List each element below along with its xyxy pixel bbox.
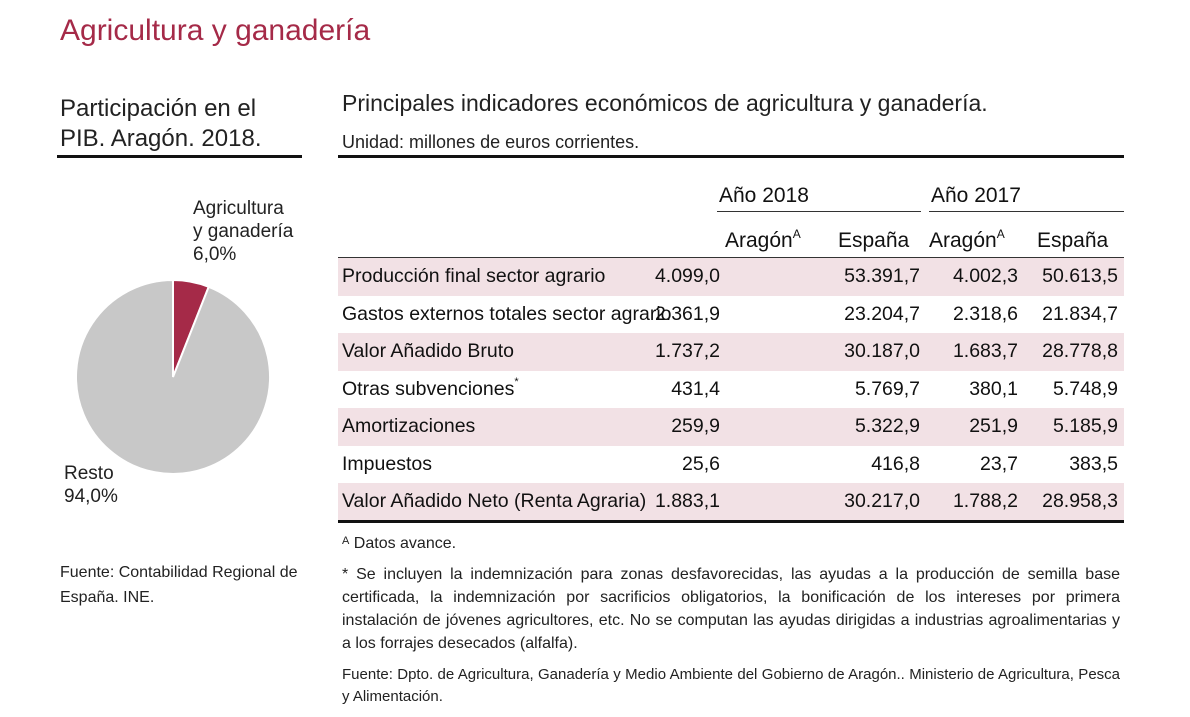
table-heading: Principales indicadores económicos de ag…	[342, 90, 988, 116]
table-cell: 21.834,7	[1042, 302, 1118, 325]
table-cell: 380,1	[969, 377, 1018, 400]
table-cell: 23.204,7	[844, 302, 920, 325]
table-cell: 5.185,9	[1052, 415, 1118, 437]
column-header-sup: A	[996, 227, 1005, 241]
table-cell: 53.391,7	[844, 265, 920, 287]
table-cell: 2.318,6	[952, 302, 1018, 325]
table-row: Valor Añadido Bruto 1.737,2 30.187,0 1.683,…	[338, 333, 1124, 371]
note-datos-avance: A Datos avance.	[342, 532, 456, 555]
table-bottom-rule	[338, 520, 1124, 523]
table-header-rule	[338, 257, 1124, 258]
table-cell: 5.322,9	[854, 415, 920, 437]
table-cell: 1.788,2	[952, 490, 1018, 512]
row-label: Producción final sector agrario	[342, 265, 605, 288]
pie-source: Fuente: Contabilidad Regional de España.…	[60, 564, 298, 606]
table-cell: 4.099,0	[654, 265, 720, 287]
year-header-2018: Año 2018	[719, 184, 809, 207]
table-cell: 25,6	[682, 452, 720, 475]
pie-label-agricultura-line1: Agricultura	[193, 198, 284, 219]
column-header-text: Aragón	[725, 229, 793, 252]
table-cell: 383,5	[1069, 452, 1118, 475]
table-cell: 416,8	[871, 452, 920, 475]
row-label: Amortizaciones	[342, 415, 475, 438]
row-label-text: Otras subvenciones	[342, 377, 515, 400]
row-label-text: Valor Añadido Neto (Renta Agraria)	[342, 490, 647, 512]
table-row: Valor Añadido Neto (Renta Agraria) 1.883,…	[338, 483, 1124, 521]
pie-heading-divider	[57, 155, 302, 158]
table-row: Producción final sector agrario 4.099,0 53…	[338, 258, 1124, 296]
note-a-sup: A	[342, 535, 350, 547]
column-header-sup: A	[792, 227, 801, 241]
row-label-text: Gastos externos totales sector agrario	[342, 302, 672, 325]
row-label-sup: *	[514, 375, 519, 388]
column-header-aragon-2018: AragónA	[725, 227, 801, 253]
table-cell: 251,9	[969, 415, 1018, 437]
row-label: Gastos externos totales sector agrario	[342, 303, 672, 326]
table-unit: Unidad: millones de euros corrientes.	[342, 132, 640, 152]
table-cell: 2.361,9	[654, 302, 720, 325]
table-source: Fuente: Dpto. de Agricultura, Ganadería …	[342, 666, 1120, 705]
column-header-espana-2018: España	[838, 229, 910, 252]
row-label-text: Producción final sector agrario	[342, 265, 606, 287]
table-cell: 28.778,8	[1042, 340, 1118, 362]
column-header-text: Aragón	[929, 229, 997, 252]
note-subvenciones: * Se incluyen la indemnización para zona…	[342, 566, 1120, 652]
column-header-aragon-2017: AragónA	[929, 227, 1005, 253]
row-label: Valor Añadido Neto (Renta Agraria)	[342, 490, 646, 513]
note-a-text: Datos avance.	[349, 535, 457, 552]
table-cell: 30.187,0	[844, 340, 920, 362]
pie-chart-heading: Participación en el PIB. Aragón. 2018.	[60, 95, 262, 152]
table-cell: 4.002,3	[952, 265, 1018, 287]
table-cell: 23,7	[980, 452, 1018, 475]
table-cell: 50.613,5	[1042, 265, 1118, 287]
pie-label-resto: Resto 94,0%	[64, 462, 118, 508]
year-rule-2018	[717, 211, 921, 212]
year-header-2017: Año 2017	[931, 184, 1021, 207]
table-body: Producción final sector agrario 4.099,0 53…	[338, 258, 1124, 521]
pie-chart	[75, 278, 271, 475]
table-row: Impuestos 25,6 416,8 23,7 383,5	[338, 446, 1124, 484]
row-label-text: Impuestos	[342, 452, 432, 475]
pie-slice-resto	[75, 278, 271, 475]
row-label-text: Amortizaciones	[342, 415, 476, 437]
pie-label-resto-value: 94,0%	[64, 486, 118, 507]
table-cell: 28.958,3	[1042, 490, 1118, 512]
table-cell: 259,9	[671, 415, 720, 437]
pie-label-agricultura-value: 6,0%	[193, 244, 237, 265]
page-title: Agricultura y ganadería	[60, 14, 371, 47]
row-label: Valor Añadido Bruto	[342, 340, 514, 363]
column-header-espana-2017: España	[1037, 229, 1109, 252]
table-row: Amortizaciones 259,9 5.322,9 251,9 5.185,9	[338, 408, 1124, 446]
pie-label-resto-line1: Resto	[64, 463, 114, 484]
table-cell: 5.769,7	[854, 377, 920, 400]
table-cell: 1.683,7	[952, 340, 1018, 362]
table-row: Gastos externos totales sector agrario 2.…	[338, 296, 1124, 334]
pie-label-agricultura: Agricultura y ganadería 6,0%	[193, 197, 293, 266]
table-cell: 431,4	[671, 377, 720, 400]
table-row: Otras subvenciones* 431,4 5.769,7 380,1 5.74…	[338, 371, 1124, 409]
year-rule-2017	[929, 211, 1124, 212]
table-cell: 1.737,2	[654, 340, 720, 362]
table-cell: 5.748,9	[1052, 377, 1118, 400]
table-cell: 30.217,0	[844, 490, 920, 512]
row-label: Otras subvenciones*	[342, 375, 519, 401]
row-label-text: Valor Añadido Bruto	[342, 340, 515, 362]
row-label: Impuestos	[342, 453, 432, 476]
table-top-rule	[338, 155, 1124, 158]
table-cell: 1.883,1	[654, 490, 720, 512]
pie-label-agricultura-line2: y ganadería	[193, 221, 294, 242]
